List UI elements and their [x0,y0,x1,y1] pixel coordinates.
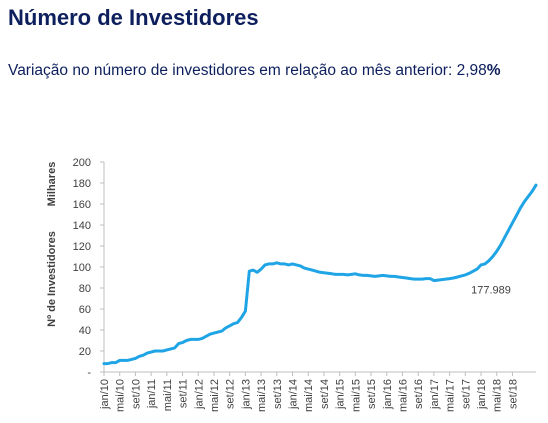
y-axis-title: Nº de Investidores [46,231,58,327]
series-line-investors [102,183,538,366]
y-tick-label: 40 [79,325,91,337]
y-tick-label: 60 [79,304,91,316]
y-axis-ticks: - 20 40 60 80 100 120 140 160 180 200 [73,157,104,379]
x-tick-label: jan/10 [99,379,111,410]
subtitle-text: Variação no número de investidores em re… [8,62,487,79]
y-tick-label: 140 [73,220,91,232]
x-tick-label: mai/16 [397,379,409,412]
x-tick-label: set/10 [130,379,142,409]
page-subtitle: Variação no número de investidores em re… [8,62,501,80]
chart-axes [103,162,536,373]
x-tick-label: mai/15 [350,379,362,412]
y-tick-label: 80 [79,283,91,295]
x-tick-label: set/11 [178,379,190,408]
x-tick-label: jan/12 [193,379,205,410]
x-tick-label: mai/13 [256,379,268,412]
subtitle-percent: % [486,62,501,79]
x-axis-ticks: jan/10 mai/10 set/10 jan/11 mai/11 set/11 jan/… [99,372,519,412]
last-value-label: 177.989 [471,284,511,296]
x-tick-label: mai/14 [303,379,315,412]
x-tick-label: jan/14 [288,379,300,410]
x-tick-label: mai/10 [115,379,127,412]
x-tick-label: set/12 [225,379,237,409]
x-tick-label: jan/15 [335,379,347,410]
x-tick-label: mai/18 [492,379,504,412]
x-tick-label: jan/18 [476,379,488,410]
x-tick-label: jan/11 [146,379,158,409]
y-tick-label: 200 [73,157,91,169]
page-title: Número de Investidores [8,5,259,30]
x-tick-label: set/16 [413,379,425,409]
y-tick-label: 120 [73,241,91,253]
x-tick-label: set/13 [272,379,284,409]
x-tick-label: mai/17 [445,379,457,412]
y-tick-label: 20 [79,346,91,358]
x-tick-label: jan/17 [429,379,441,410]
y-tick-label: 180 [73,178,91,190]
x-tick-label: mai/11 [162,379,174,411]
x-tick-label: jan/16 [382,379,394,410]
x-tick-label: set/15 [366,379,378,409]
x-tick-label: set/17 [460,379,472,409]
y-axis-unit: Milhares [46,162,58,207]
x-tick-label: mai/12 [209,379,221,412]
x-tick-label: set/18 [507,379,519,409]
x-tick-label: set/14 [319,379,331,409]
y-tick-label: 160 [73,199,91,211]
y-tick-label: - [87,367,91,379]
y-tick-label: 100 [73,262,91,274]
x-tick-label: jan/13 [240,379,252,410]
